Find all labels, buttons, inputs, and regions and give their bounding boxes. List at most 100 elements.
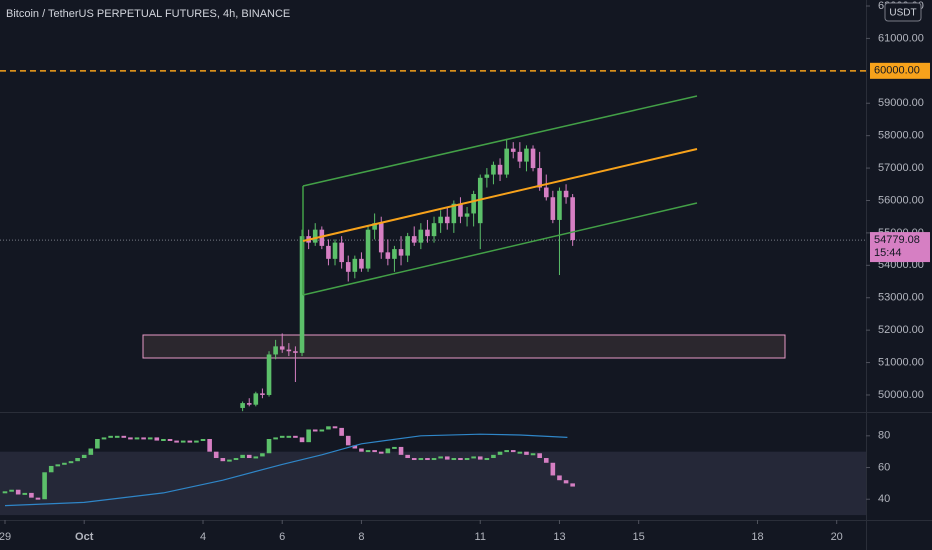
- rsi-bar: [55, 464, 61, 467]
- candle-body: [504, 148, 509, 175]
- rsi-bar: [464, 458, 470, 461]
- rsi-bar: [332, 426, 338, 429]
- rsi-bar: [207, 438, 212, 452]
- rsi-bar: [227, 459, 232, 462]
- last-price-box: [870, 232, 930, 263]
- x-tick-label: 18: [751, 531, 763, 543]
- candle-body: [425, 229, 430, 237]
- candle-body: [510, 148, 516, 152]
- rsi-bar: [431, 458, 437, 461]
- rsi-bar: [81, 454, 87, 459]
- rsi-bar: [385, 448, 391, 454]
- rsi-bar: [174, 440, 179, 443]
- rsi-bar: [9, 489, 14, 492]
- y-tick-label: 57000.00: [878, 162, 924, 174]
- rsi-bar: [154, 437, 160, 441]
- rsi-bar: [147, 437, 153, 440]
- y-tick-label: 53000.00: [878, 292, 924, 304]
- rsi-bar: [48, 465, 54, 473]
- candle-body: [326, 245, 331, 259]
- rsi-bar: [233, 458, 239, 461]
- y-tick-label: 50000.00: [878, 389, 924, 401]
- candle-body: [372, 223, 377, 230]
- rsi-bar: [557, 475, 562, 481]
- y-tick-label: 59000.00: [878, 97, 924, 109]
- rsi-bar: [326, 426, 331, 430]
- y-tick-label: 54000.00: [878, 259, 924, 271]
- candle-body: [497, 164, 503, 175]
- rsi-bar: [477, 456, 483, 460]
- rsi-bar: [484, 458, 490, 461]
- rsi-bar: [240, 454, 245, 459]
- candle-body: [471, 194, 476, 214]
- candle-body: [293, 351, 298, 353]
- rsi-bar: [299, 437, 305, 443]
- rsi-bar: [359, 448, 364, 452]
- rsi-bar: [134, 437, 140, 440]
- channel-median: [302, 148, 698, 242]
- candle-body: [563, 190, 569, 198]
- chart-title: Bitcoin / TetherUS PERPETUAL FUTURES, 4h…: [6, 8, 290, 20]
- channel-upper: [302, 95, 698, 187]
- rsi-bar: [543, 458, 549, 463]
- countdown-label: 15:44: [874, 247, 902, 259]
- candle-body: [240, 403, 245, 408]
- candle-body: [312, 229, 318, 243]
- candle-body: [359, 258, 364, 269]
- rsi-bar: [128, 437, 133, 440]
- rsi-bar: [438, 456, 443, 459]
- candle-body: [537, 168, 542, 188]
- candle-body: [365, 229, 371, 269]
- candle-body: [438, 216, 443, 224]
- rsi-bar: [29, 492, 34, 498]
- y-tick-label: 51000.00: [878, 356, 924, 368]
- channel-lower: [302, 202, 698, 296]
- rsi-bar: [365, 450, 371, 453]
- x-tick-label: 15: [633, 531, 645, 543]
- candle-body: [484, 174, 490, 178]
- candle-body: [517, 151, 523, 162]
- rsi-bar: [352, 445, 358, 449]
- candle-body: [260, 393, 265, 395]
- rsi-bar: [378, 451, 384, 454]
- candle-body: [319, 229, 325, 246]
- candle-body: [345, 262, 351, 272]
- rsi-bar: [167, 438, 173, 441]
- rsi-ma-line: [4, 433, 568, 507]
- x-tick-label: 20: [831, 531, 843, 543]
- rsi-bar: [200, 438, 206, 441]
- candle-body: [279, 346, 285, 350]
- x-tick-label: 6: [279, 531, 285, 543]
- candle-body: [253, 393, 259, 405]
- rsi-bar: [213, 451, 219, 459]
- candle-body: [352, 258, 358, 272]
- support-zone: [142, 334, 786, 359]
- rsi-bar: [405, 454, 410, 459]
- rsi-y-tick-label: 80: [878, 430, 890, 442]
- candle-body: [385, 252, 391, 259]
- x-tick-label: Oct: [75, 531, 94, 543]
- candle-body: [444, 216, 450, 224]
- candle-body: [339, 242, 344, 263]
- candle-body: [464, 213, 470, 217]
- candle-body: [411, 236, 417, 243]
- candle-body: [557, 190, 562, 220]
- rsi-bar: [273, 437, 278, 440]
- currency-label: USDT: [889, 8, 916, 19]
- candle-body: [273, 346, 278, 355]
- rsi-bar: [339, 427, 344, 436]
- alert-price-label: 60000.00: [874, 65, 920, 77]
- currency-badge[interactable]: [884, 2, 922, 22]
- rsi-bar: [194, 440, 199, 443]
- rsi-bar: [510, 450, 516, 453]
- candle-body: [392, 249, 397, 259]
- rsi-bar: [42, 472, 47, 500]
- rsi-bar: [398, 446, 404, 455]
- rsi-bar: [293, 435, 298, 438]
- x-tick-label: 8: [358, 531, 364, 543]
- rsi-bar: [246, 454, 252, 459]
- rsi-bar: [62, 462, 67, 465]
- rsi-bar: [458, 458, 463, 461]
- rsi-bar: [306, 429, 311, 443]
- rsi-bar: [312, 429, 318, 432]
